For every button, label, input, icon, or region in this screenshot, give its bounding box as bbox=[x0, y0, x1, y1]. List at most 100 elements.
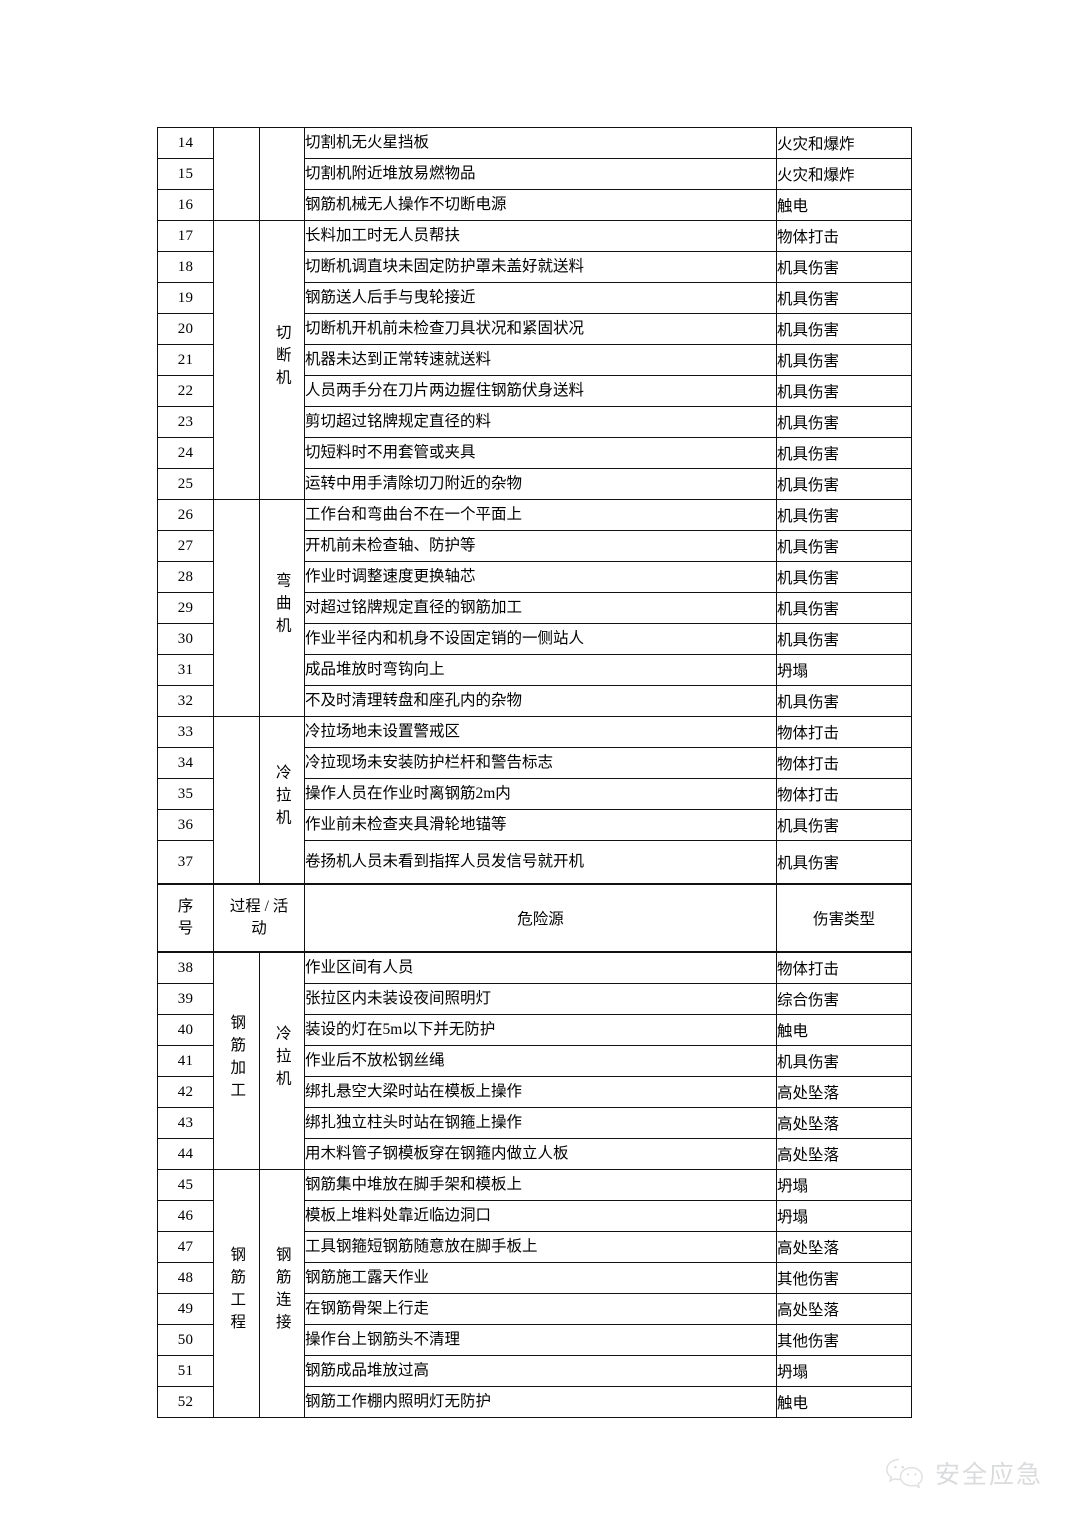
activity-label-text: 钢筋连接 bbox=[273, 1246, 291, 1336]
cell-injury-type: 触电 bbox=[776, 1014, 912, 1046]
cell-sequence-number: 31 bbox=[157, 654, 214, 686]
activity-label-text: 冷拉机 bbox=[273, 763, 291, 832]
cell-injury-type: 机具伤害 bbox=[776, 840, 912, 885]
cell-sequence-number: 37 bbox=[157, 840, 214, 885]
table-row: 16 钢筋机械无人操作不切断电源 触电 bbox=[157, 189, 912, 221]
cell-sequence-number: 45 bbox=[157, 1169, 214, 1201]
cell-sequence-number: 46 bbox=[157, 1200, 214, 1232]
table-row: 25 运转中用手清除切刀附近的杂物 机具伤害 bbox=[157, 468, 912, 500]
cell-activity-label: 钢筋连接 bbox=[259, 1169, 305, 1418]
cell-hazard-description: 成品堆放时弯钩向上 bbox=[304, 654, 777, 686]
cell-hazard-description: 在钢筋骨架上行走 bbox=[304, 1293, 777, 1325]
cell-injury-type: 机具伤害 bbox=[776, 437, 912, 469]
cell-hazard-description: 张拉区内未装设夜间照明灯 bbox=[304, 983, 777, 1015]
cell-sequence-number: 19 bbox=[157, 282, 214, 314]
cell-injury-type: 机具伤害 bbox=[776, 282, 912, 314]
cell-hazard-description: 钢筋成品堆放过高 bbox=[304, 1355, 777, 1387]
cell-hazard-description: 冷拉场地未设置警戒区 bbox=[304, 716, 777, 748]
table-row: 22 人员两手分在刀片两边握住钢筋伏身送料 机具伤害 bbox=[157, 375, 912, 407]
table-row: 44 用木料管子钢模板穿在钢箍内做立人板 高处坠落 bbox=[157, 1138, 912, 1170]
cell-hazard-description: 不及时清理转盘和座孔内的杂物 bbox=[304, 685, 777, 717]
cell-hazard-description: 作业区间有人员 bbox=[304, 951, 777, 984]
cell-sequence-number: 39 bbox=[157, 983, 214, 1015]
cell-hazard-description: 模板上堆料处靠近临边洞口 bbox=[304, 1200, 777, 1232]
cell-sequence-number: 20 bbox=[157, 313, 214, 345]
cell-hazard-description: 剪切超过铭牌规定直径的料 bbox=[304, 406, 777, 438]
cell-hazard-description: 机器未达到正常转速就送料 bbox=[304, 344, 777, 376]
cell-sequence-number: 21 bbox=[157, 344, 214, 376]
cell-hazard-description: 切割机无火星挡板 bbox=[304, 127, 777, 159]
cell-injury-type: 高处坠落 bbox=[776, 1138, 912, 1170]
cell-hazard-description: 冷拉现场未安装防护栏杆和警告标志 bbox=[304, 747, 777, 779]
cell-hazard-description: 人员两手分在刀片两边握住钢筋伏身送料 bbox=[304, 375, 777, 407]
cell-injury-type: 机具伤害 bbox=[776, 592, 912, 624]
watermark: 安全应急 bbox=[884, 1455, 1043, 1491]
hazard-identification-table: 14 切割机无火星挡板 火灾和爆炸 15 切割机附近堆放易燃物品 火灾和爆炸 16 钢筋机械无… bbox=[157, 127, 912, 1418]
table-row: 30 作业半径内和机身不设固定销的一侧站人 机具伤害 bbox=[157, 623, 912, 655]
table-row: 20 切断机开机前未检查刀具状况和紧固状况 机具伤害 bbox=[157, 313, 912, 345]
table-row: 19 钢筋送人后手与曳轮接近 机具伤害 bbox=[157, 282, 912, 314]
cell-sequence-number: 27 bbox=[157, 530, 214, 562]
table-row: 37 卷扬机人员未看到指挥人员发信号就开机 机具伤害 bbox=[157, 840, 912, 885]
cell-hazard-description: 钢筋送人后手与曳轮接近 bbox=[304, 282, 777, 314]
table-row: 52 钢筋工作棚内照明灯无防护 触电 bbox=[157, 1386, 912, 1418]
activity-label-text: 冷拉机 bbox=[273, 1024, 291, 1093]
cell-hazard-description: 切短料时不用套管或夹具 bbox=[304, 437, 777, 469]
cell-hazard-description: 对超过铭牌规定直径的钢筋加工 bbox=[304, 592, 777, 624]
cell-injury-type: 机具伤害 bbox=[776, 1045, 912, 1077]
cell-process-label: 钢筋加工 bbox=[213, 951, 260, 1170]
cell-hazard-description: 切断机开机前未检查刀具状况和紧固状况 bbox=[304, 313, 777, 345]
cell-sequence-number: 51 bbox=[157, 1355, 214, 1387]
table-body: 14 切割机无火星挡板 火灾和爆炸 15 切割机附近堆放易燃物品 火灾和爆炸 16 钢筋机械无… bbox=[157, 127, 912, 1418]
cell-sequence-number: 34 bbox=[157, 747, 214, 779]
cell-sequence-number: 41 bbox=[157, 1045, 214, 1077]
cell-sequence-number: 30 bbox=[157, 623, 214, 655]
cell-sequence-number: 43 bbox=[157, 1107, 214, 1139]
table-row: 23 剪切超过铭牌规定直径的料 机具伤害 bbox=[157, 406, 912, 438]
cell-injury-type: 机具伤害 bbox=[776, 468, 912, 500]
cell-sequence-number: 36 bbox=[157, 809, 214, 841]
header-process-line2: 动 bbox=[251, 920, 267, 937]
header-cell-no: 序号 bbox=[157, 883, 214, 953]
cell-hazard-description: 工具钢箍短钢筋随意放在脚手板上 bbox=[304, 1231, 777, 1263]
cell-injury-type: 其他伤害 bbox=[776, 1262, 912, 1294]
cell-hazard-description: 卷扬机人员未看到指挥人员发信号就开机 bbox=[304, 840, 777, 885]
cell-injury-type: 物体打击 bbox=[776, 220, 912, 252]
cell-hazard-description: 切断机调直块未固定防护罩未盖好就送料 bbox=[304, 251, 777, 283]
cell-sequence-number: 28 bbox=[157, 561, 214, 593]
cell-sequence-number: 16 bbox=[157, 189, 214, 221]
table-row: 36 作业前未检查夹具滑轮地锚等 机具伤害 bbox=[157, 809, 912, 841]
cell-hazard-description: 运转中用手清除切刀附近的杂物 bbox=[304, 468, 777, 500]
cell-process-label bbox=[213, 716, 260, 885]
activity-label-text: 切断机 bbox=[273, 323, 291, 392]
cell-hazard-description: 绑扎独立柱头时站在钢箍上操作 bbox=[304, 1107, 777, 1139]
table-row: 27 开机前未检查轴、防护等 机具伤害 bbox=[157, 530, 912, 562]
table-row: 18 切断机调直块未固定防护罩未盖好就送料 机具伤害 bbox=[157, 251, 912, 283]
cell-hazard-description: 钢筋集中堆放在脚手架和模板上 bbox=[304, 1169, 777, 1201]
cell-injury-type: 机具伤害 bbox=[776, 530, 912, 562]
cell-sequence-number: 47 bbox=[157, 1231, 214, 1263]
table-row: 47 工具钢箍短钢筋随意放在脚手板上 高处坠落 bbox=[157, 1231, 912, 1263]
table-row: 48 钢筋施工露天作业 其他伤害 bbox=[157, 1262, 912, 1294]
cell-activity-label: 切断机 bbox=[259, 220, 305, 500]
cell-injury-type: 高处坠落 bbox=[776, 1231, 912, 1263]
cell-hazard-description: 切割机附近堆放易燃物品 bbox=[304, 158, 777, 190]
cell-injury-type: 机具伤害 bbox=[776, 623, 912, 655]
cell-sequence-number: 50 bbox=[157, 1324, 214, 1356]
cell-injury-type: 高处坠落 bbox=[776, 1293, 912, 1325]
cell-sequence-number: 24 bbox=[157, 437, 214, 469]
cell-sequence-number: 38 bbox=[157, 951, 214, 984]
cell-hazard-description: 用木料管子钢模板穿在钢箍内做立人板 bbox=[304, 1138, 777, 1170]
cell-sequence-number: 42 bbox=[157, 1076, 214, 1108]
table-row: 33 冷拉机 冷拉场地未设置警戒区 物体打击 bbox=[157, 716, 912, 885]
cell-sequence-number: 29 bbox=[157, 592, 214, 624]
header-process-line1: 过程 / 活 bbox=[229, 897, 289, 915]
table-row: 50 操作台上钢筋头不清理 其他伤害 bbox=[157, 1324, 912, 1356]
activity-label-text: 弯曲机 bbox=[273, 571, 291, 640]
cell-sequence-number: 14 bbox=[157, 127, 214, 159]
cell-injury-type: 坍塌 bbox=[776, 1169, 912, 1201]
table-header-row: 序号过程 / 活动危险源 伤害类型 bbox=[157, 883, 912, 953]
header-cell-process: 过程 / 活动 bbox=[213, 883, 305, 953]
cell-activity-label: 冷拉机 bbox=[259, 951, 305, 1170]
